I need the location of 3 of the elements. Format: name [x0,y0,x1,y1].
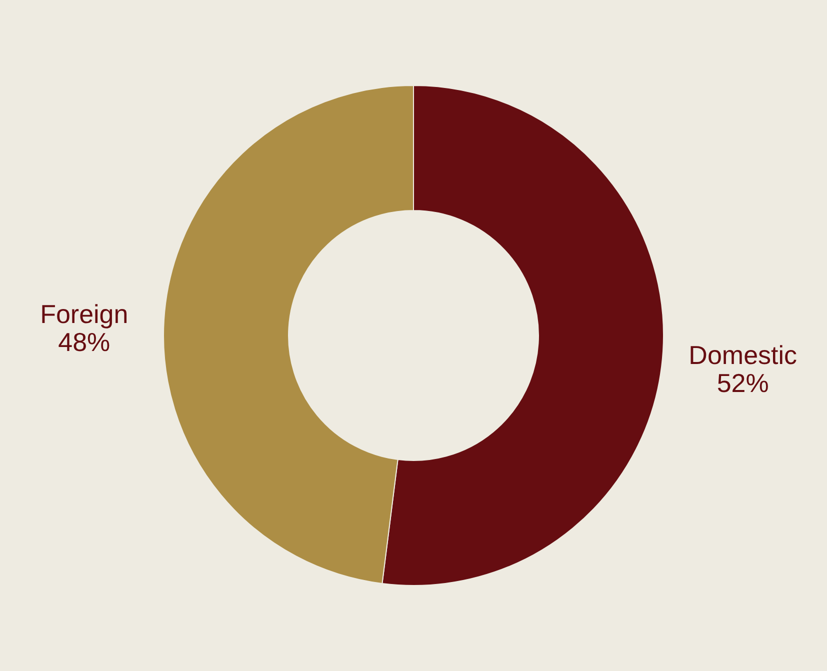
data-label: 52% [716,368,769,398]
slice-label: Foreign [40,298,128,329]
slice-label: Domestic [688,340,798,370]
